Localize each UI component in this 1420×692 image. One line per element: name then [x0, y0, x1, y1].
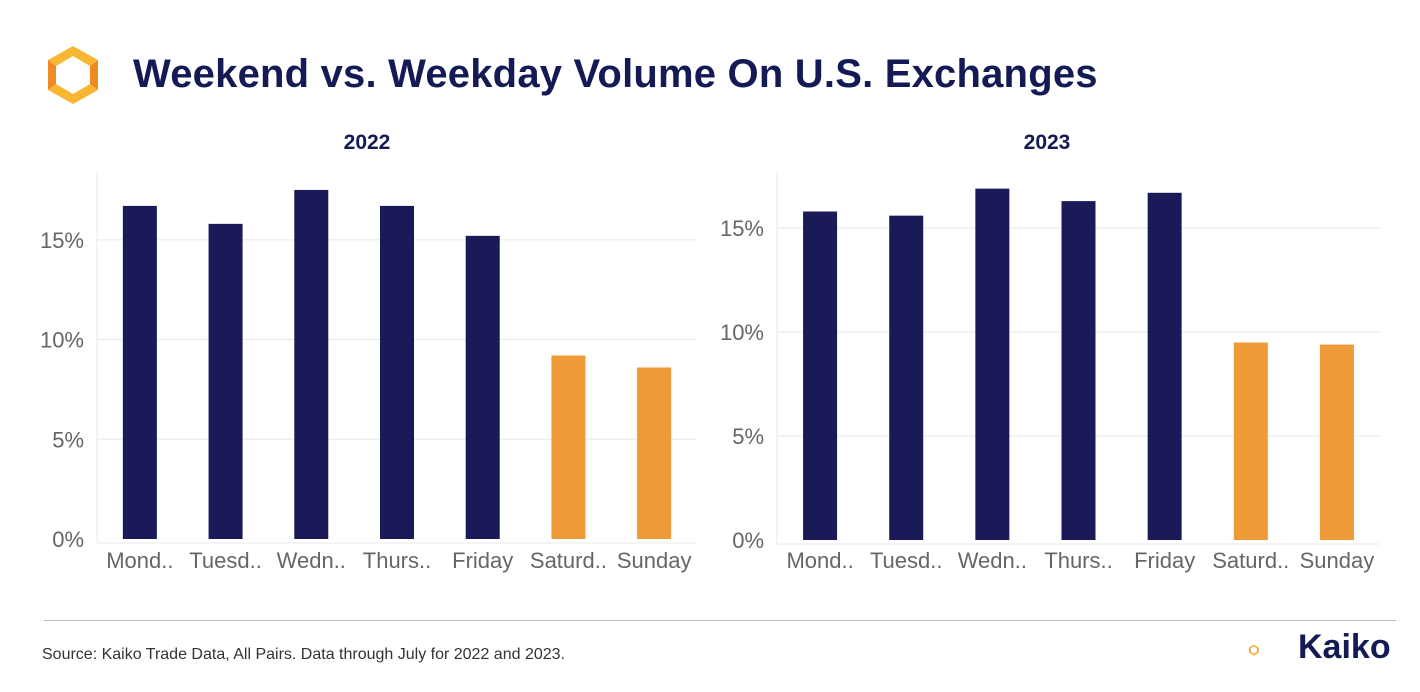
chart-panel-2023: 2023 0% 5% 10% 15% Mond.. Tuesd.. Wedn.. Thurs..… — [680, 120, 1380, 590]
x-category-label: Saturd.. — [530, 548, 607, 573]
y-tick-label: 15% — [720, 216, 764, 241]
y-tick-label: 10% — [720, 320, 764, 345]
y-tick-label: 5% — [52, 427, 84, 452]
x-category-label: Sunday — [1300, 548, 1375, 573]
chart-panel-2022: 2022 0% 5% 10% 15% Mond.. Tuesd.. Wedn.. Thurs..… — [0, 120, 700, 590]
x-category-label: Mond.. — [106, 548, 173, 573]
bar-sunday — [1319, 344, 1354, 540]
kaiko-logo-icon — [48, 46, 98, 104]
bar-friday — [465, 235, 500, 539]
bar-friday — [1147, 192, 1182, 540]
x-category-label: Wedn.. — [277, 548, 346, 573]
y-tick-label: 15% — [40, 228, 84, 253]
x-category-label: Tuesd.. — [189, 548, 262, 573]
x-category-label: Mond.. — [786, 548, 853, 573]
bar-mond — [803, 211, 838, 541]
x-category-label: Tuesd.. — [870, 548, 943, 573]
y-tick-label: 10% — [40, 328, 84, 353]
x-category-label: Thurs.. — [363, 548, 431, 573]
bar-wedn — [975, 188, 1010, 541]
bar-tuesd — [889, 215, 924, 540]
y-tick-label: 5% — [732, 424, 764, 449]
bar-saturd — [1233, 342, 1268, 540]
x-category-label: Friday — [1134, 548, 1195, 573]
page-title: Weekend vs. Weekday Volume On U.S. Excha… — [133, 52, 1098, 96]
kaiko-brand-logo-icon — [1249, 644, 1259, 656]
chart-title: 2022 — [344, 131, 391, 154]
brand-wordmark: Kaiko — [1298, 628, 1391, 666]
bar-tuesd — [208, 223, 243, 539]
source-note: Source: Kaiko Trade Data, All Pairs. Dat… — [42, 646, 565, 663]
footer-divider — [44, 620, 1396, 621]
bar-sunday — [637, 367, 672, 539]
bar-thurs — [380, 205, 414, 540]
x-category-label: Sunday — [617, 548, 692, 573]
bar-chart-2022: 2022 0% 5% 10% 15% Mond.. Tuesd.. Wedn.. Thurs..… — [40, 131, 697, 573]
x-category-label: Saturd.. — [1212, 548, 1289, 573]
x-category-label: Wedn.. — [958, 548, 1027, 573]
bar-chart-2023: 2023 0% 5% 10% 15% Mond.. Tuesd.. Wedn.. Thurs..… — [720, 131, 1380, 573]
x-category-label: Friday — [452, 548, 513, 573]
bar-saturd — [551, 355, 586, 539]
y-tick-label: 0% — [732, 528, 764, 553]
bar-thurs — [1061, 201, 1096, 540]
y-tick-label: 0% — [52, 527, 84, 552]
bar-wedn — [294, 189, 329, 539]
bar-mond — [122, 205, 157, 540]
chart-title: 2023 — [1024, 131, 1071, 154]
x-category-label: Thurs.. — [1044, 548, 1112, 573]
